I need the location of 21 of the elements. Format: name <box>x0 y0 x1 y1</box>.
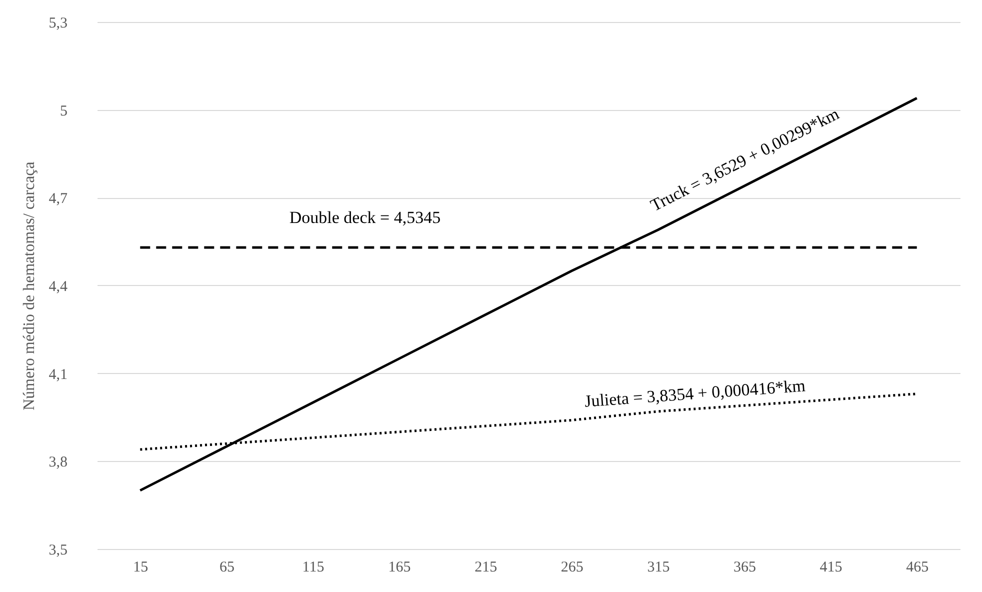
x-tick-label: 265 <box>560 560 584 576</box>
annotation: Double deck = 4,5345 <box>289 208 441 227</box>
y-tick-label: 4,1 <box>48 366 68 383</box>
y-tick-label: 4,7 <box>48 191 68 208</box>
x-tick-label: 365 <box>734 560 756 576</box>
y-axis-title: Número médio de hematomas/ carcaça <box>20 162 38 410</box>
x-tick-label: 215 <box>474 560 498 576</box>
line-series <box>138 96 918 492</box>
y-tick-label: 3,8 <box>48 454 68 471</box>
x-tick-label: 465 <box>906 560 929 576</box>
x-tick-label: 15 <box>133 560 148 576</box>
x-tick-label: 315 <box>647 560 670 576</box>
x-tick-label: 115 <box>302 560 324 576</box>
y-tick-label: 5 <box>60 103 68 120</box>
x-tick-label: 165 <box>388 560 411 576</box>
x-tick-label: 415 <box>820 560 842 576</box>
annotation: Julieta = 3,8354 + 0,000416*km <box>584 376 806 411</box>
x-tick-label: 65 <box>219 560 234 576</box>
y-tick-label: 3,5 <box>48 542 68 558</box>
y-tick-label: 4,4 <box>48 279 68 295</box>
y-tick-label: 5,3 <box>48 16 68 32</box>
